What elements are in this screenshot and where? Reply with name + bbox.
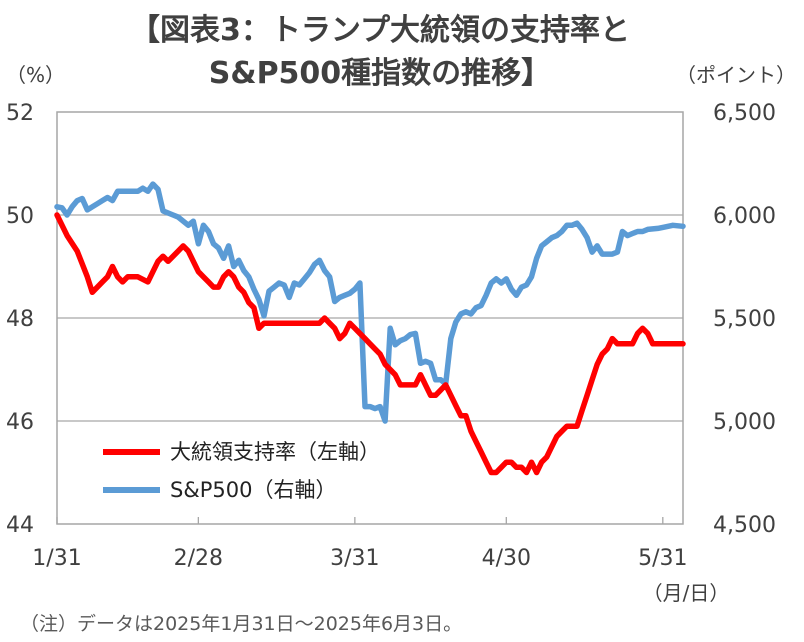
- left-tick-label: 46: [6, 410, 34, 435]
- x-tick-label: 5/31: [638, 546, 687, 571]
- x-tick-label: 3/31: [330, 546, 379, 571]
- right-axis-unit: （ポイント）: [676, 63, 796, 87]
- sp500-line: [54, 181, 686, 424]
- x-axis-unit: （月/日）: [643, 581, 730, 605]
- x-tick-marks: [56, 517, 664, 524]
- left-tick-label: 50: [6, 204, 34, 229]
- chart-title-line2: S&P500種指数の推移】: [209, 56, 551, 91]
- right-axis-ticks: 4,500 5,000 5,500 6,000 6,500: [713, 101, 776, 538]
- right-tick-label: 5,000: [713, 410, 776, 435]
- right-tick-label: 5,500: [713, 307, 776, 332]
- series-layer: [54, 181, 686, 476]
- x-tick-label: 1/31: [32, 546, 81, 571]
- chart-title-line1: 【図表3：トランプ大統領の支持率と: [130, 13, 630, 48]
- right-tick-label: 6,000: [713, 204, 776, 229]
- left-tick-label: 48: [6, 307, 34, 332]
- legend-label-approval: 大統領支持率（左軸）: [170, 440, 380, 464]
- footnote: （注）データは2025年1月31日～2025年6月3日。: [20, 613, 462, 635]
- left-tick-label: 44: [6, 513, 34, 538]
- legend: 大統領支持率（左軸） S&P500（右軸）: [103, 440, 380, 502]
- left-axis-ticks: 44 46 48 50 52: [6, 101, 34, 538]
- approval-rating-line: [54, 212, 686, 476]
- legend-label-sp500: S&P500（右軸）: [170, 478, 336, 502]
- right-tick-label: 4,500: [713, 513, 776, 538]
- right-tick-label: 6,500: [713, 101, 776, 126]
- x-tick-label: 2/28: [174, 546, 223, 571]
- x-axis-ticks: 1/31 2/28 3/31 4/30 5/31: [32, 546, 687, 571]
- x-tick-label: 4/30: [482, 546, 531, 571]
- left-tick-label: 52: [6, 101, 34, 126]
- left-axis-unit: （%）: [6, 63, 65, 87]
